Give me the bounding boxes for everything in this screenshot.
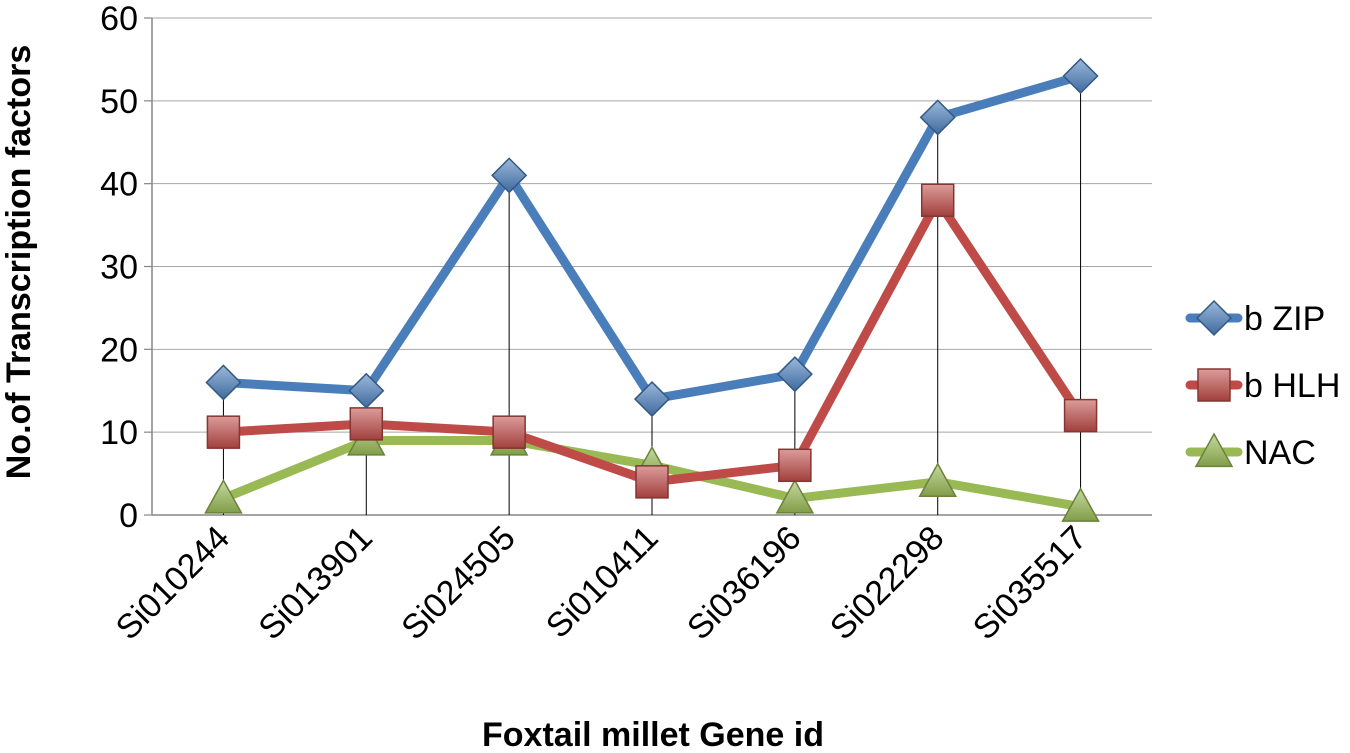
data-point bbox=[920, 183, 955, 217]
data-point bbox=[492, 415, 526, 449]
legend-item: NAC bbox=[1185, 432, 1316, 472]
data-point bbox=[1062, 57, 1099, 95]
data-point bbox=[491, 157, 528, 194]
legend-label: b HLH bbox=[1244, 367, 1340, 405]
y-tick-label: 20 bbox=[100, 331, 138, 369]
series-line bbox=[218, 71, 1086, 404]
y-tick-label: 0 bbox=[119, 497, 138, 535]
data-point bbox=[1061, 487, 1100, 522]
legend-label: b ZIP bbox=[1244, 300, 1325, 338]
y-axis-title: No.of Transcription factors bbox=[0, 45, 38, 480]
legend-item: b ZIP bbox=[1185, 299, 1325, 338]
x-tick-label: Si010411 bbox=[539, 519, 666, 646]
y-tick-label: 10 bbox=[100, 414, 138, 452]
series-b-hlh bbox=[206, 183, 1098, 499]
x-tick-label: Si036196 bbox=[680, 519, 808, 647]
data-point bbox=[633, 380, 671, 418]
x-tick-label: Si010244 bbox=[109, 519, 237, 647]
x-axis-title: Foxtail millet Gene id bbox=[482, 716, 824, 753]
data-point bbox=[776, 356, 813, 393]
gridlines bbox=[144, 17, 1152, 516]
data-point bbox=[204, 478, 243, 514]
legend-item: b HLH bbox=[1185, 367, 1340, 405]
x-tick-label: Si035517 bbox=[966, 519, 1094, 647]
x-tick-label: Si024505 bbox=[394, 519, 522, 647]
legend-marker bbox=[1194, 432, 1234, 468]
data-point bbox=[778, 448, 812, 483]
legend: b ZIP b HLH NAC bbox=[1185, 299, 1340, 472]
y-tick-label: 50 bbox=[100, 83, 138, 121]
x-tick-label: Si022298 bbox=[823, 519, 951, 647]
data-point bbox=[206, 415, 241, 449]
data-point bbox=[349, 407, 384, 441]
data-point bbox=[919, 99, 956, 136]
y-tick-label: 60 bbox=[100, 0, 138, 38]
y-tick-label: 30 bbox=[100, 249, 138, 287]
legend-marker bbox=[1195, 299, 1233, 337]
y-tick-label: 40 bbox=[100, 166, 138, 204]
x-tick-label: Si013901 bbox=[251, 519, 379, 647]
series-group bbox=[204, 57, 1100, 522]
data-point bbox=[1063, 398, 1098, 433]
legend-label: NAC bbox=[1244, 434, 1316, 472]
data-point bbox=[635, 465, 669, 499]
series-b-zip bbox=[205, 57, 1099, 418]
data-point bbox=[205, 364, 242, 401]
y-axis-ticks: 0 10 20 30 40 50 60 bbox=[100, 0, 138, 535]
x-axis-ticks: Si010244 Si013901 Si024505 Si010411 Si036196… bbox=[109, 519, 1095, 647]
legend-marker bbox=[1197, 368, 1231, 402]
data-point bbox=[348, 372, 385, 409]
data-point bbox=[775, 478, 815, 514]
data-point bbox=[918, 462, 957, 498]
